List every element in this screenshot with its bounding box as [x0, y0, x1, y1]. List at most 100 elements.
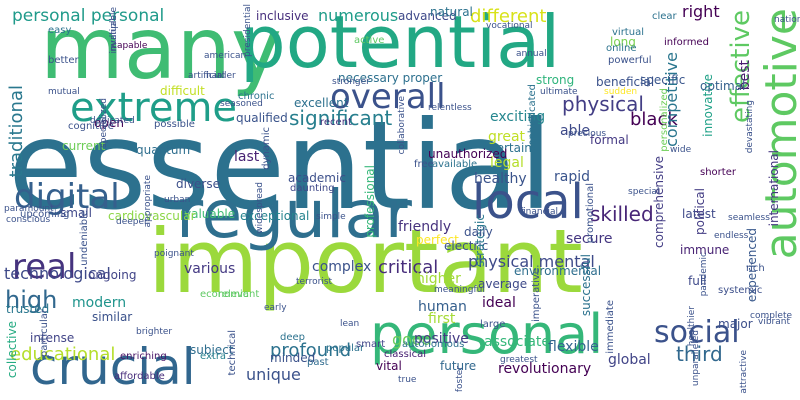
word-systemic: systemic: [718, 285, 763, 296]
word-political: political: [693, 188, 707, 235]
word-long: long: [610, 35, 636, 49]
word-enriching: enriching: [120, 351, 167, 362]
word-regular: regular: [176, 176, 412, 253]
word-active: active: [354, 35, 385, 46]
word-particular: particular: [39, 309, 50, 358]
word-extreme: extreme: [70, 85, 238, 131]
word-clear: clear: [652, 11, 677, 22]
word-electric: electric: [444, 239, 489, 253]
word-rapid: rapid: [554, 169, 590, 185]
word-collective: collective: [5, 321, 19, 379]
word-revolutionary: revolutionary: [498, 361, 592, 377]
word-simple: simple: [316, 212, 346, 222]
word-online: online: [606, 43, 637, 54]
word-undeniable: undeniable: [79, 210, 90, 266]
word-brighter: brighter: [136, 327, 173, 337]
word-environmental: environmental: [514, 264, 602, 278]
word-dynamic: dynamic: [261, 127, 272, 170]
word-beneficial: beneficial: [596, 75, 655, 89]
word-chronic: chronic: [238, 91, 275, 102]
word-endless: endless: [714, 231, 749, 241]
word-natural: natural: [430, 5, 473, 19]
word-critical: critical: [378, 257, 439, 278]
word-professional: professional: [363, 165, 377, 238]
word-valuable: valuable: [184, 207, 236, 221]
word-financial: financial: [520, 207, 559, 217]
word-widespread: widespread: [255, 182, 265, 234]
word-current: current: [62, 139, 106, 153]
word-successful: successful: [579, 254, 593, 317]
word-small: small: [60, 206, 92, 220]
word-excellent: excellent: [294, 96, 349, 110]
word-seamless: seamless: [728, 213, 770, 223]
word-higher: higher: [416, 271, 461, 287]
word-potential: potential: [240, 0, 561, 84]
word-immune: immune: [680, 243, 730, 257]
word-vital: vital: [376, 359, 402, 373]
word-technical: technical: [227, 330, 238, 376]
word-minded: minded: [270, 351, 316, 365]
word-affordable: affordable: [114, 371, 165, 382]
word-daily: daily: [464, 225, 493, 239]
word-similar: similar: [92, 310, 133, 324]
word-different: different: [470, 6, 547, 27]
word-stronger: stronger: [332, 77, 370, 87]
word-unparalleled: unparalleled: [691, 330, 701, 387]
word-special: special: [628, 187, 660, 197]
word-essential: essential: [8, 95, 553, 237]
word-promotional: promotional: [585, 183, 596, 244]
word-latest: latest: [682, 207, 716, 221]
word-last: last: [234, 149, 260, 165]
word-upcoming: upcoming: [20, 209, 70, 220]
word-trusted: trusted: [6, 302, 50, 316]
word-right: right: [682, 2, 720, 21]
word-virtual: virtual: [612, 27, 644, 38]
word-perfect: perfect: [416, 233, 459, 247]
word-rich: rich: [746, 263, 765, 274]
word-free: free: [414, 159, 434, 170]
word-deep: deep: [280, 332, 305, 343]
word-positive: positive: [414, 331, 469, 347]
word-important: important: [148, 210, 583, 313]
word-daunting: daunting: [290, 183, 335, 194]
word-academic: academic: [288, 171, 346, 185]
word-numerous: numerous: [318, 6, 399, 25]
word-vocational: vocational: [486, 21, 533, 31]
word-many: many: [40, 0, 282, 99]
word-unauthorized: unauthorized: [428, 147, 508, 161]
word-first: first: [428, 311, 456, 327]
word-attractive: attractive: [739, 350, 749, 394]
word-traditional: traditional: [6, 85, 27, 178]
word-conscious: conscious: [6, 215, 51, 225]
word-dedicated: dedicated: [90, 116, 135, 126]
word-human: human: [418, 299, 467, 315]
word-complex: complex: [312, 259, 372, 275]
word-possible: possible: [154, 119, 195, 130]
word-vibrant: vibrant: [758, 317, 790, 327]
word-real: real: [12, 247, 77, 287]
word-personal-personal: personal personal: [12, 6, 165, 26]
word-qualified: qualified: [236, 111, 288, 125]
word-imperative: imperative: [531, 268, 542, 323]
word-great: great: [488, 129, 526, 145]
word-personalized: personalized: [659, 88, 670, 152]
word-collaborative: collaborative: [397, 96, 407, 155]
word-shorter: shorter: [700, 167, 736, 178]
word-subject: subject: [190, 343, 234, 357]
word-immediate: immediate: [605, 300, 616, 354]
word-available: available: [432, 159, 478, 170]
word-certain: certain: [490, 141, 532, 155]
word-popular: popular: [326, 343, 365, 354]
word-artificial: artificial: [188, 71, 225, 81]
word-educational: educational: [10, 344, 116, 365]
word-secure: secure: [566, 231, 613, 247]
word-overall: overall: [330, 77, 446, 117]
word-third: third: [676, 342, 723, 366]
word-modern: modern: [72, 295, 127, 311]
word-autonomous: autonomous: [402, 339, 465, 350]
word-specialized: specialized: [99, 98, 109, 148]
word-specific: specific: [640, 73, 686, 87]
word-crucial: crucial: [30, 338, 196, 396]
word-skilled: skilled: [590, 202, 654, 226]
